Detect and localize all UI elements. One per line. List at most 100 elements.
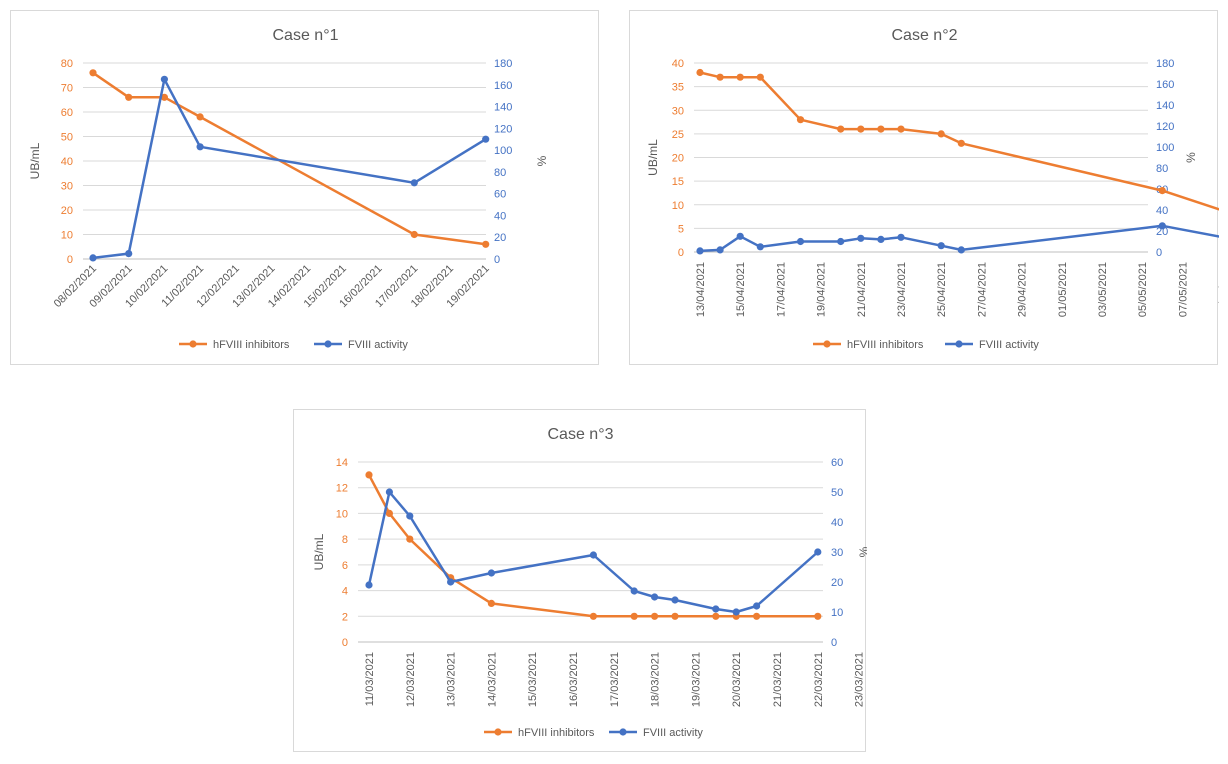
data-point-inhibitors <box>410 230 418 239</box>
x-tick-label: 01/05/2021 <box>1057 262 1069 317</box>
data-point-activity <box>712 605 720 613</box>
y2-tick-label: 120 <box>1156 121 1174 133</box>
x-tick-label: 19/04/2021 <box>816 262 828 317</box>
data-point-activity <box>837 237 845 246</box>
data-point-activity <box>736 232 744 240</box>
series-line-inhibitors <box>367 474 818 618</box>
y-tick-label: 10 <box>336 508 348 520</box>
data-point-activity <box>447 578 455 586</box>
y-tick-label: 2 <box>342 611 348 623</box>
data-point-activity <box>877 235 885 243</box>
y-tick-label: 40 <box>61 156 73 168</box>
series-line-activity <box>699 224 1219 253</box>
chart-case-1: Case n°1 0 10 20 30 40 50 60 70 80 0 20 40 60 80 100 120… <box>28 27 549 351</box>
y2-tick-label: 140 <box>1156 100 1174 112</box>
y-axis-label: UB/mL <box>646 139 660 176</box>
x-tick-label: 17/04/2021 <box>775 262 787 317</box>
data-point-inhibitors <box>671 612 679 620</box>
x-tick-label: 11/03/2021 <box>364 652 376 706</box>
y-tick-label: 6 <box>342 560 348 572</box>
x-tick-label: 17/03/2021 <box>609 652 621 707</box>
x-tick-label: 19/03/2021 <box>690 652 702 707</box>
x-tick-label: 14/03/2021 <box>486 652 498 707</box>
x-tick-label: 25/04/2021 <box>936 262 948 317</box>
y-tick-label: 20 <box>61 205 73 217</box>
data-point-inhibitors <box>756 73 764 81</box>
y2-tick-label: 40 <box>494 210 506 222</box>
y-tick-label: 80 <box>61 58 73 70</box>
y-tick-label: 0 <box>342 637 348 649</box>
chart-panel-case-1: Case n°1 0 10 20 30 40 50 60 70 80 0 20 40 60 80 100 120… <box>10 10 599 365</box>
data-point-inhibitors <box>125 93 133 101</box>
data-point-activity <box>589 551 597 559</box>
data-point-inhibitors <box>716 73 724 81</box>
y2-tick-label: 60 <box>494 189 506 201</box>
y-tick-label: 12 <box>336 483 348 495</box>
data-point-inhibitors <box>877 125 885 133</box>
series-line-inhibitors <box>92 71 486 246</box>
y2-tick-label: 160 <box>494 80 512 92</box>
data-point-activity <box>716 246 724 254</box>
x-tick-label: 29/04/2021 <box>1017 262 1029 317</box>
data-point-inhibitors <box>957 139 965 147</box>
legend-label: FVIII activity <box>643 727 703 739</box>
y2-tick-label: 0 <box>1156 247 1162 259</box>
x-tick-label: 15/04/2021 <box>735 262 747 317</box>
legend-label: FVIII activity <box>348 339 408 351</box>
y-tick-label: 60 <box>61 107 73 119</box>
x-tick-label: 18/03/2021 <box>650 652 662 707</box>
data-point-inhibitors <box>937 130 945 138</box>
data-point-activity <box>406 512 414 520</box>
data-point-activity <box>482 135 490 143</box>
chart-title: Case n°3 <box>548 426 614 443</box>
x-tick-label: 03/05/2021 <box>1097 262 1109 317</box>
x-tick-label: 21/04/2021 <box>856 262 868 317</box>
series-line-inhibitors <box>699 71 1219 211</box>
y2-tick-label: 100 <box>1156 142 1174 154</box>
x-tick-label: 12/03/2021 <box>405 652 417 707</box>
y-tick-label: 10 <box>61 230 73 242</box>
data-point-activity <box>89 254 97 262</box>
data-point-activity <box>671 596 679 604</box>
y2-tick-label: 20 <box>1156 226 1168 238</box>
legend-marker-activity <box>955 340 963 348</box>
data-point-activity <box>160 75 168 83</box>
x-tick-label: 21/03/2021 <box>772 652 784 707</box>
chart-panel-case-2: Case n°205101520253035400204060801001201… <box>629 10 1219 365</box>
y2-tick-label: 80 <box>1156 163 1168 175</box>
data-point-inhibitors <box>753 612 761 620</box>
legend-marker-inhibitors <box>823 340 831 348</box>
chart-panel-case-3: Case n°3 0 2 4 6 8 10 12 14 0 10 20 30 40 50 60 UB/mL% 11… <box>293 409 867 752</box>
y2-tick-label: 180 <box>1156 58 1174 70</box>
data-point-activity <box>1158 222 1166 230</box>
data-point-activity <box>753 602 761 610</box>
data-point-inhibitors <box>696 68 704 77</box>
y-tick-label: 0 <box>67 254 73 266</box>
data-point-activity <box>385 488 393 496</box>
y-tick-label: 70 <box>61 83 73 95</box>
y-tick-label: 4 <box>342 586 348 598</box>
y2-tick-label: 60 <box>831 457 843 469</box>
y2-tick-label: 140 <box>494 102 512 114</box>
y-tick-label: 10 <box>672 200 684 212</box>
y-tick-label: 35 <box>672 82 684 94</box>
data-point-inhibitors <box>796 116 805 124</box>
data-point-inhibitors <box>651 612 659 620</box>
data-point-inhibitors <box>1158 187 1166 195</box>
data-point-activity <box>732 608 740 616</box>
series-line-activity <box>92 78 487 260</box>
data-point-inhibitors <box>385 509 393 517</box>
legend-label: hFVIII inhibitors <box>213 339 290 351</box>
x-tick-label: 23/04/2021 <box>896 262 908 317</box>
data-point-activity <box>796 237 805 246</box>
data-point-activity <box>487 569 495 577</box>
y2-axis-label: % <box>857 546 867 557</box>
y2-tick-label: 80 <box>494 167 506 179</box>
data-point-activity <box>125 250 133 258</box>
y2-tick-label: 180 <box>494 58 512 70</box>
legend-marker-inhibitors <box>189 340 197 348</box>
data-point-inhibitors <box>857 125 865 133</box>
y2-tick-label: 0 <box>494 254 500 266</box>
data-point-activity <box>814 548 822 556</box>
y2-axis-label: % <box>1184 152 1198 163</box>
